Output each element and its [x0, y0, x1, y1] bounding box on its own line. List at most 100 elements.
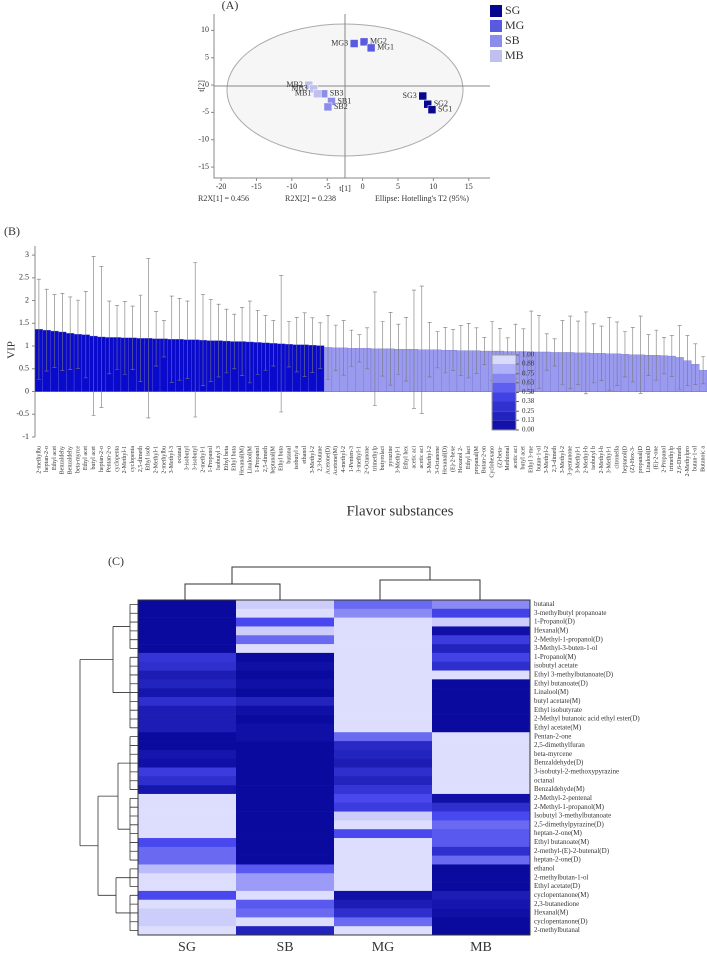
row-label: Linalool(M) [534, 688, 569, 696]
row-label: ethanol [534, 864, 555, 872]
x-tick-label: Butan-2-on [482, 446, 488, 473]
heat-cell [236, 785, 335, 795]
heat-cell [236, 741, 335, 751]
x-tick-label: 2-Propanol [661, 446, 667, 473]
error-bar [466, 323, 471, 379]
error-bar [232, 313, 237, 370]
x-tick-label: 3-isobutyl [185, 446, 191, 471]
error-bar [537, 315, 541, 389]
note: R2X[2] = 0.238 [285, 194, 336, 203]
row-label: Benzaldehyde(M) [534, 785, 585, 793]
error-bar [552, 338, 557, 367]
error-bar [669, 335, 674, 377]
y-tick-label: 2.5 [19, 273, 29, 282]
heat-cell [432, 899, 531, 909]
point [427, 105, 437, 114]
heat-cell [236, 890, 335, 901]
error-bar [122, 301, 127, 375]
heat-cell [432, 723, 531, 733]
heat-cell [138, 882, 237, 892]
error-bar [271, 320, 276, 367]
error-bar [68, 296, 73, 370]
x-tick-label: 3-isobutyl [193, 446, 199, 471]
heat-cell [236, 661, 335, 671]
heat-cell [432, 838, 531, 848]
point [349, 39, 359, 48]
heat-cell [432, 600, 531, 610]
row-label: Benzaldehyde(D) [534, 759, 584, 767]
colorbar-step [492, 355, 516, 364]
x-tick-label: 3-Methyl-2 [310, 446, 316, 473]
legend-swatch [490, 5, 502, 17]
heat-cell [432, 890, 531, 901]
heat-cell [236, 802, 335, 812]
error-bar [365, 327, 370, 370]
error-bar [591, 323, 596, 384]
x-tick-label: 3-methyl-1 [357, 446, 363, 473]
x-tick-label: Acetone(D) [324, 446, 331, 474]
error-bar [451, 329, 456, 371]
heat-cell [138, 652, 237, 663]
x-tick-label: (E)-2-one [653, 446, 660, 470]
x-tick-label: Methional [505, 446, 511, 471]
x-tick-label: Acetone(M) [332, 446, 339, 475]
heat-cell [138, 767, 237, 777]
x-tick-label: acetic aci [419, 446, 425, 469]
row-label: 2,5-dimethylpyrazine(D) [534, 820, 604, 828]
heat-cell [236, 820, 335, 830]
error-bar [677, 325, 682, 390]
heat-cell [432, 846, 531, 856]
colorbar-step [492, 420, 516, 430]
heat-cell [236, 899, 335, 909]
heat-cell [138, 714, 237, 724]
y-tick-label: 0 [25, 386, 29, 395]
heat-cell [334, 917, 433, 927]
x-tick-label: 4-methyl-2 [341, 446, 347, 473]
heat-cell [334, 608, 433, 618]
y-tick-label: -1 [22, 432, 29, 441]
heat-cell [432, 749, 531, 759]
heat-cell [432, 714, 531, 724]
heat-cell [236, 749, 335, 759]
colorbar-label: 0.25 [522, 407, 535, 415]
heat-cell [432, 741, 531, 751]
error-bar [99, 266, 104, 408]
row-label: 1-Propanol(M) [534, 653, 577, 661]
heat-cell [334, 829, 433, 839]
row-label: 1-Propanol(D) [534, 618, 575, 626]
heat-cell [432, 644, 531, 654]
colorbar-step [492, 382, 516, 393]
heat-cell [432, 820, 531, 830]
heat-cell [236, 705, 335, 715]
heat-cell [138, 688, 237, 698]
row-label: Ethyl 3-methylbutanoate(D) [534, 671, 614, 679]
x-tick-label: heptan-2-o [44, 446, 50, 472]
error-bar [193, 262, 198, 418]
error-bar [341, 320, 346, 376]
row-label: heptan-2-one(M) [534, 829, 582, 837]
colorbar-label: 0.13 [522, 416, 535, 424]
colorbar-label: 0.75 [522, 369, 535, 377]
row-label: beta-myrcene [534, 750, 572, 758]
zero-lines [214, 14, 490, 178]
colorbar-label: 0.50 [522, 388, 535, 396]
error-bar [161, 320, 166, 358]
heat-cell [334, 705, 433, 715]
x-tick-label: trimethylp [669, 446, 675, 471]
heat-cell [432, 617, 531, 627]
heat-cell [236, 714, 335, 724]
heat-cell [138, 732, 237, 742]
y-axis-label: VIP [6, 341, 18, 359]
heat-cell [236, 873, 335, 883]
heat-cell [138, 758, 237, 768]
x-tick-label: 2-Methyl-1 [122, 446, 128, 473]
error-bar [247, 300, 252, 384]
point-label: SG2 [434, 99, 448, 108]
x-tick-label: acetic aci [411, 446, 417, 469]
row-label: Hexanal(M) [534, 626, 569, 634]
error-bar [224, 308, 229, 374]
heat-cell [236, 846, 335, 856]
column-label: SB [276, 940, 293, 955]
heat-cell [236, 838, 335, 848]
heat-cell [334, 758, 433, 768]
